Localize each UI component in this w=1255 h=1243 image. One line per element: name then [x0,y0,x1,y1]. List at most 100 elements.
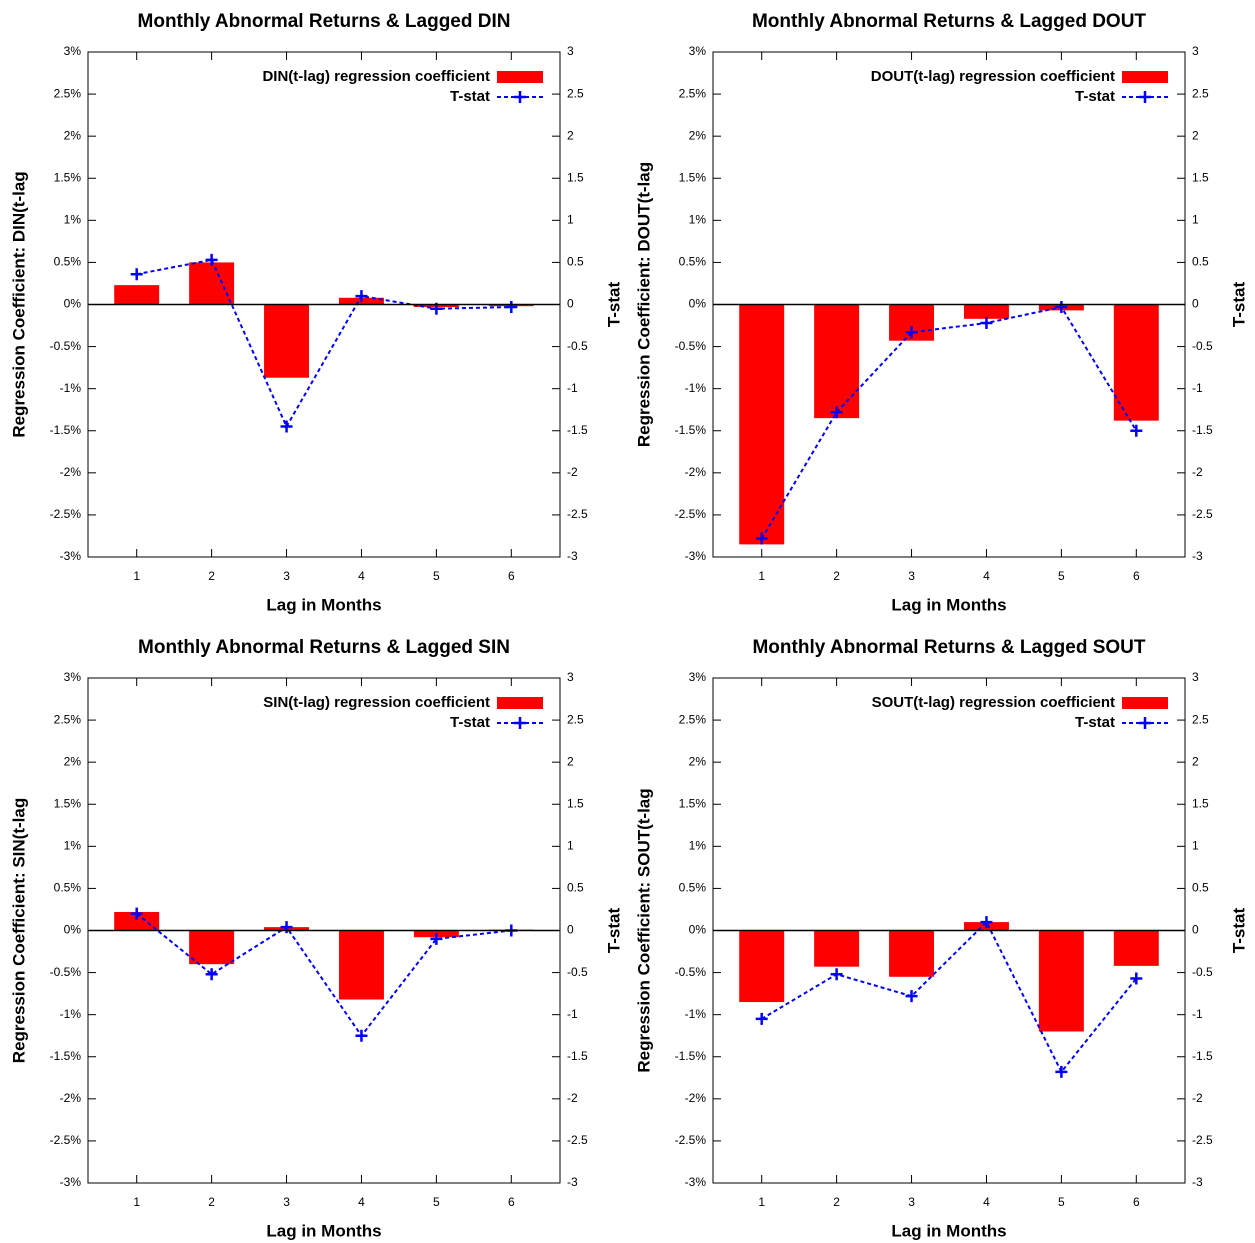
y2-tick-label: 2.5 [1192,86,1209,100]
point [205,253,218,266]
plot-frame [87,51,561,558]
y2-tick-label: -0.5 [567,965,588,979]
y-tick-label: 0.5% [679,255,707,269]
x-tick-label: 6 [508,569,515,583]
x-tick-label: 6 [1133,1195,1140,1209]
bar [739,304,785,545]
y2-tick-label: 3 [567,670,574,684]
x-tick-label: 3 [908,569,915,583]
point [830,968,843,981]
x-tick-label: 6 [508,1195,515,1209]
bar [889,930,935,977]
point [980,916,993,929]
y2-tick-label: -1 [567,381,578,395]
y-tick-label: 1% [689,213,707,227]
x-axis-label: Lag in Months [266,595,381,614]
y2-tick-label: -2 [1192,1091,1203,1105]
bar [1038,930,1084,1032]
y2-tick-label: 1 [1192,213,1199,227]
y-tick-label: 0% [64,297,82,311]
y-tick-label: -2% [60,465,82,479]
point [905,990,918,1003]
y-tick-label: 2.5% [54,86,82,100]
y-tick-label: -0.5% [675,965,707,979]
x-tick-label: 2 [833,569,840,583]
point [1130,972,1143,985]
bar [189,930,235,965]
bar [189,262,235,305]
y-tick-label: -1% [60,381,82,395]
x-tick-label: 1 [758,569,765,583]
y2-tick-label: -1.5 [567,423,588,437]
y2-tick-label: -2 [567,465,578,479]
y-tick-label: -1.5% [50,423,82,437]
point [280,420,293,433]
y2-tick-label: 1.5 [567,796,584,810]
bar [739,930,785,1003]
point [505,301,518,314]
y-tick-label: 0.5% [54,255,82,269]
legend-label: T-stat [1075,88,1115,105]
bar [1113,304,1159,421]
y2-axis-label: T-stat [604,281,623,327]
y2-tick-label: -1 [1192,1007,1203,1021]
y2-tick-label: 3 [1192,44,1199,58]
y2-tick-label: -1.5 [1192,1049,1213,1063]
y-tick-label: -3% [685,549,707,563]
y-tick-label: 1% [64,213,82,227]
y-tick-label: 0.5% [679,881,707,895]
legend-label: SOUT(t-lag) regression coefficient [872,694,1115,711]
y-axis-label: Regression Coefficient: DIN(t-lag [9,171,28,437]
y-tick-label: -2.5% [50,507,82,521]
plot-frame [712,51,1186,558]
x-tick-label: 3 [283,569,290,583]
bar [963,304,1009,319]
y2-tick-label: -1.5 [1192,423,1213,437]
y2-tick-label: 3 [567,44,574,58]
y-tick-label: 0% [689,297,707,311]
y2-tick-label: 0 [567,297,574,311]
y-axis-label: Regression Coefficient: DOUT(t-lag [634,162,653,447]
bar [264,304,310,378]
x-tick-label: 3 [283,1195,290,1209]
plot-frame [87,677,561,1184]
y-tick-label: 2.5% [679,712,707,726]
y2-tick-label: -1 [567,1007,578,1021]
y-tick-label: -0.5% [50,965,82,979]
y2-tick-label: -1.5 [567,1049,588,1063]
point [905,326,918,339]
y-tick-label: 1% [64,839,82,853]
y2-tick-label: 1.5 [1192,170,1209,184]
y-tick-label: 3% [689,670,707,684]
y-tick-label: 2.5% [679,86,707,100]
y-tick-label: 2.5% [54,712,82,726]
y-tick-label: -1.5% [50,1049,82,1063]
point [1130,424,1143,437]
chart-title: Monthly Abnormal Returns & Lagged SOUT [752,637,1145,658]
legend-label: T-stat [1075,714,1115,731]
y-tick-label: -2% [685,1091,707,1105]
line [760,305,1138,539]
y2-tick-label: 2 [567,128,574,142]
y2-tick-label: 0 [567,923,574,937]
chart-title: Monthly Abnormal Returns & Lagged DOUT [752,11,1146,32]
line [136,258,512,429]
y2-tick-label: -3 [1192,549,1203,563]
y-tick-label: -0.5% [50,339,82,353]
x-tick-label: 3 [908,1195,915,1209]
point [830,406,843,419]
y2-tick-label: 0.5 [1192,881,1209,895]
y-axis-label: Regression Coefficient: SIN(t-lag [9,798,28,1063]
y-tick-label: -2% [685,465,707,479]
y2-tick-label: 2 [567,754,574,768]
y-tick-label: -3% [60,1175,82,1189]
bar [1113,930,1159,966]
y2-tick-label: -0.5 [567,339,588,353]
legend-label: DOUT(t-lag) regression coefficient [871,68,1115,85]
point [1055,301,1068,314]
x-tick-label: 1 [758,1195,765,1209]
y2-tick-label: 3 [1192,670,1199,684]
legend-label: DIN(t-lag) regression coefficient [262,68,490,85]
bar [814,930,860,967]
